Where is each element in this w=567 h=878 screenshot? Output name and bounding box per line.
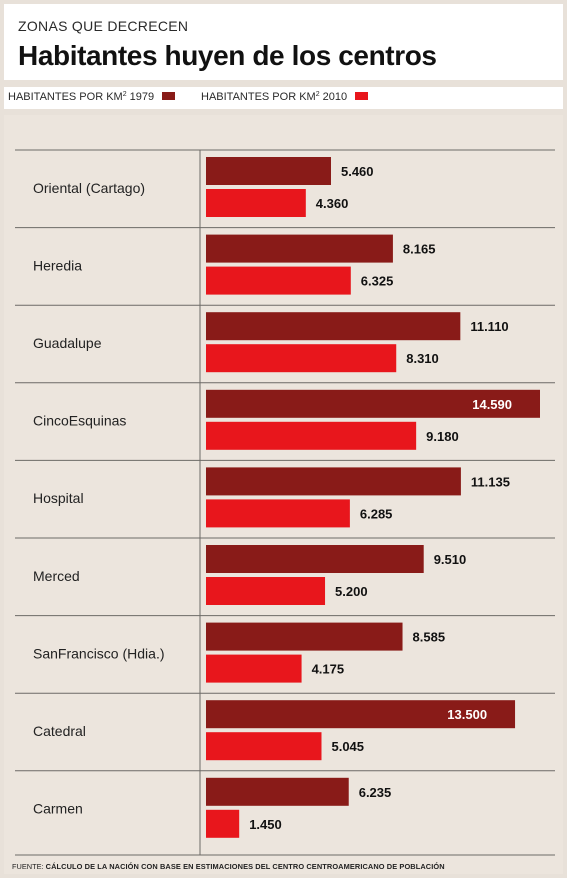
bar-1979 [206,700,516,729]
data-label-1979: 8.585 [413,630,446,645]
bar-2010 [206,654,302,683]
data-label-1979: 5.460 [341,164,374,179]
chart-kicker: ZONAS QUE DECRECEN [18,18,189,34]
bar-2010 [206,577,326,605]
chart-title: Habitantes huyen de los centros [18,40,437,71]
data-label-2010: 6.285 [360,506,393,521]
category-label: Hospital [33,490,84,506]
legend-item-1979: HABITANTES POR KM2 1979 [8,91,176,103]
bar-1979 [206,234,393,263]
category-label: CincoEsquinas [33,413,126,429]
legend-item-2010: HABITANTES POR KM2 2010 [201,91,369,103]
legend-label-2010-prefix: HABITANTES POR KM [201,91,316,103]
category-label: SanFrancisco (Hdia.) [33,645,165,661]
data-label-1979: 9.510 [434,552,467,567]
data-label-1979: 11.110 [470,319,508,334]
category-label: Carmen [33,801,83,817]
bar-1979 [206,622,403,651]
bar-1979 [206,389,540,418]
bar-2010 [206,344,397,373]
category-label: Guadalupe [33,335,102,351]
category-label: Oriental (Cartago) [33,180,145,196]
legend-label-1979-suffix: 1979 [126,91,155,103]
data-label-2010: 9.180 [426,429,459,444]
data-label-2010: 6.325 [361,274,394,289]
source-text: CÁLCULO DE LA NACIÓN CON BASE EN ESTIMAC… [45,862,445,871]
bar-2010 [206,732,322,761]
data-label-1979: 11.135 [471,474,510,489]
data-label-2010: 8.310 [406,351,439,366]
legend-swatch-1979 [162,92,176,100]
bar-1979 [206,545,424,573]
bar-2010 [206,809,240,838]
legend-label-1979-prefix: HABITANTES POR KM [8,91,123,103]
data-label-2010: 4.175 [312,662,345,677]
bar-1979 [206,777,349,806]
data-label-1979: 13.500 [447,707,487,722]
bar-2010 [206,499,350,528]
header: ZONAS QUE DECRECEN Habitantes huyen de l… [4,4,563,80]
category-label: Catedral [33,723,86,739]
category-label: Heredia [33,257,82,273]
bar-1979 [206,312,461,341]
legend-swatch-2010 [355,92,369,100]
source-footer: FUENTE: CÁLCULO DE LA NACIÓN CON BASE EN… [12,862,445,871]
data-label-1979: 8.165 [403,242,436,257]
legend: HABITANTES POR KM2 1979 HABITANTES POR K… [4,87,563,109]
data-label-2010: 5.200 [335,584,368,599]
data-label-2010: 1.450 [249,817,282,832]
legend-label-2010-suffix: 2010 [319,91,348,103]
data-label-1979: 14.590 [472,397,512,412]
bar-2010 [206,189,306,217]
bar-2010 [206,266,351,295]
legend-label-2010-sup: 2 [315,91,320,98]
bar-1979 [206,467,461,496]
bar-1979 [206,157,331,185]
category-label: Merced [33,568,80,584]
legend-label-1979-sup: 2 [122,91,127,98]
bar-2010 [206,421,417,450]
source-label: FUENTE: [12,862,46,871]
data-label-2010: 4.360 [316,196,349,211]
data-label-1979: 6.235 [359,785,392,800]
data-label-2010: 5.045 [331,739,364,754]
